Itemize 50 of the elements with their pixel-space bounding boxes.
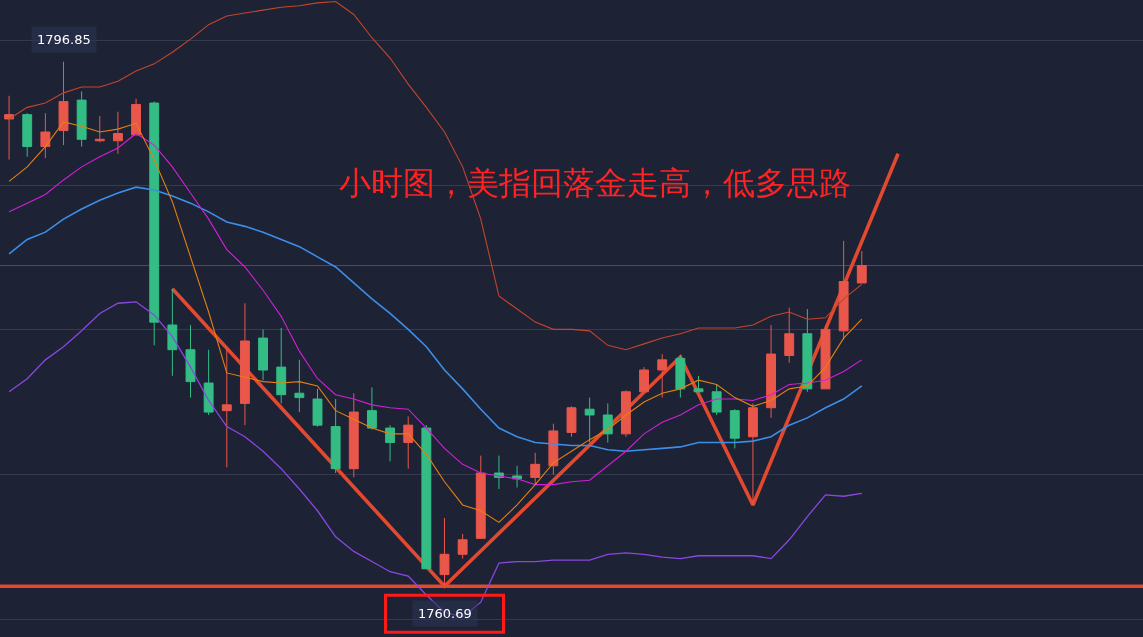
candlestick bbox=[22, 112, 33, 158]
candlestick bbox=[4, 95, 15, 161]
candlestick bbox=[693, 375, 704, 393]
candlestick bbox=[40, 112, 51, 159]
candlestick bbox=[784, 307, 795, 364]
candlestick bbox=[620, 389, 631, 438]
candlestick bbox=[602, 402, 613, 444]
candlestick bbox=[258, 328, 269, 381]
candlestick bbox=[729, 408, 740, 449]
candlestick bbox=[421, 424, 432, 570]
candlestick bbox=[711, 384, 722, 416]
candlestick bbox=[239, 302, 250, 426]
text: 小时图，美指回落金走高，低多思路 bbox=[339, 164, 852, 203]
candlestick bbox=[802, 308, 813, 393]
candlestick bbox=[330, 398, 341, 474]
candlestick bbox=[167, 288, 178, 377]
candlestick bbox=[112, 111, 123, 155]
candlestick bbox=[457, 533, 468, 560]
candlestick bbox=[530, 452, 541, 486]
candlestick bbox=[385, 424, 396, 462]
candlestick bbox=[475, 455, 486, 539]
candlestick bbox=[820, 324, 831, 390]
candlestick bbox=[366, 386, 377, 430]
candlestick bbox=[838, 240, 849, 341]
candlestick bbox=[312, 388, 323, 428]
annotation: 1796.85 bbox=[37, 32, 91, 47]
candlestick bbox=[639, 366, 650, 393]
annotation: 1760.69 bbox=[418, 606, 472, 621]
candlestick bbox=[185, 324, 196, 399]
candlestick bbox=[512, 465, 523, 489]
candlestick bbox=[747, 402, 758, 506]
candlestick bbox=[548, 423, 559, 475]
candlestick bbox=[584, 397, 595, 444]
candlestick bbox=[348, 392, 359, 478]
candlestick bbox=[766, 324, 777, 419]
candlestick bbox=[657, 353, 668, 399]
candlestick bbox=[58, 61, 69, 146]
candlestick bbox=[403, 415, 414, 470]
candlestick bbox=[203, 349, 214, 416]
candlestick bbox=[566, 405, 577, 438]
candlestick bbox=[294, 359, 305, 413]
candlestick bbox=[149, 101, 160, 346]
candlestick bbox=[856, 250, 867, 284]
candlestick bbox=[675, 355, 686, 399]
candlestick bbox=[439, 517, 450, 587]
candlestick bbox=[276, 327, 287, 404]
candlestick bbox=[131, 98, 142, 136]
candlestick bbox=[221, 349, 232, 468]
candlestick bbox=[76, 90, 87, 148]
candlestick bbox=[94, 115, 105, 143]
